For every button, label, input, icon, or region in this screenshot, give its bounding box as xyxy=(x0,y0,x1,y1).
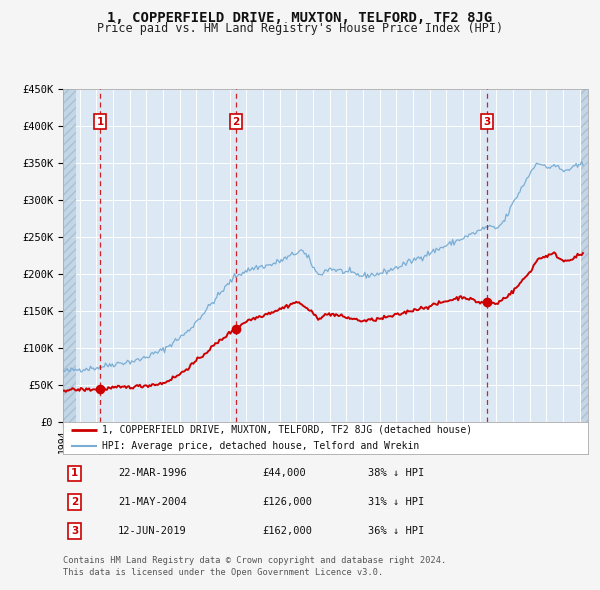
Text: 2: 2 xyxy=(71,497,78,507)
Polygon shape xyxy=(63,88,76,422)
Text: 22-MAR-1996: 22-MAR-1996 xyxy=(118,468,187,478)
Text: 3: 3 xyxy=(484,117,491,127)
Text: £126,000: £126,000 xyxy=(263,497,313,507)
Text: HPI: Average price, detached house, Telford and Wrekin: HPI: Average price, detached house, Telf… xyxy=(103,441,419,451)
Text: Price paid vs. HM Land Registry's House Price Index (HPI): Price paid vs. HM Land Registry's House … xyxy=(97,22,503,35)
Text: 1: 1 xyxy=(71,468,78,478)
Text: 1: 1 xyxy=(97,117,104,127)
Text: 21-MAY-2004: 21-MAY-2004 xyxy=(118,497,187,507)
Text: 3: 3 xyxy=(71,526,78,536)
Polygon shape xyxy=(581,88,588,422)
Text: 31% ↓ HPI: 31% ↓ HPI xyxy=(367,497,424,507)
Text: £44,000: £44,000 xyxy=(263,468,306,478)
Text: 1, COPPERFIELD DRIVE, MUXTON, TELFORD, TF2 8JG: 1, COPPERFIELD DRIVE, MUXTON, TELFORD, T… xyxy=(107,11,493,25)
Text: 36% ↓ HPI: 36% ↓ HPI xyxy=(367,526,424,536)
Text: 12-JUN-2019: 12-JUN-2019 xyxy=(118,526,187,536)
Text: Contains HM Land Registry data © Crown copyright and database right 2024.: Contains HM Land Registry data © Crown c… xyxy=(63,556,446,565)
Text: 1, COPPERFIELD DRIVE, MUXTON, TELFORD, TF2 8JG (detached house): 1, COPPERFIELD DRIVE, MUXTON, TELFORD, T… xyxy=(103,425,473,435)
Text: £162,000: £162,000 xyxy=(263,526,313,536)
Text: 2: 2 xyxy=(232,117,239,127)
Text: 38% ↓ HPI: 38% ↓ HPI xyxy=(367,468,424,478)
Text: This data is licensed under the Open Government Licence v3.0.: This data is licensed under the Open Gov… xyxy=(63,568,383,576)
